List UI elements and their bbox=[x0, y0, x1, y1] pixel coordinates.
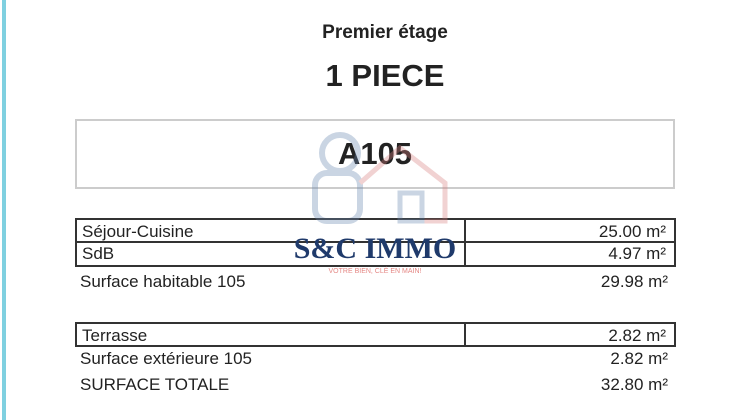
left-border bbox=[2, 0, 6, 420]
total-row: SURFACE TOTALE 32.80 m² bbox=[75, 373, 676, 398]
room-value: 4.97 m² bbox=[608, 244, 666, 263]
room-label: Terrasse bbox=[82, 326, 148, 345]
room-label: SdB bbox=[82, 244, 115, 263]
room-row: SdB 4.97 m² bbox=[75, 242, 676, 267]
habitable-label: Surface habitable 105 bbox=[80, 272, 246, 291]
exterior-row: Surface extérieure 105 2.82 m² bbox=[75, 347, 676, 372]
room-value: 2.82 m² bbox=[608, 326, 666, 345]
total-label: SURFACE TOTALE bbox=[80, 375, 230, 394]
habitable-row: Surface habitable 105 29.98 m² bbox=[75, 270, 676, 295]
exterior-label: Surface extérieure 105 bbox=[80, 349, 252, 368]
habitable-value: 29.98 m² bbox=[600, 272, 668, 291]
room-label: Séjour-Cuisine bbox=[82, 222, 194, 241]
room-value: 25.00 m² bbox=[598, 222, 666, 241]
room-row: Séjour-Cuisine 25.00 m² bbox=[75, 218, 676, 243]
exterior-room-row: Terrasse 2.82 m² bbox=[75, 322, 676, 347]
floor-title: Premier étage bbox=[322, 22, 448, 43]
unit-box: A105 bbox=[75, 119, 675, 189]
exterior-value: 2.82 m² bbox=[610, 349, 668, 368]
type-title: 1 PIECE bbox=[325, 58, 445, 93]
total-value: 32.80 m² bbox=[600, 375, 668, 394]
